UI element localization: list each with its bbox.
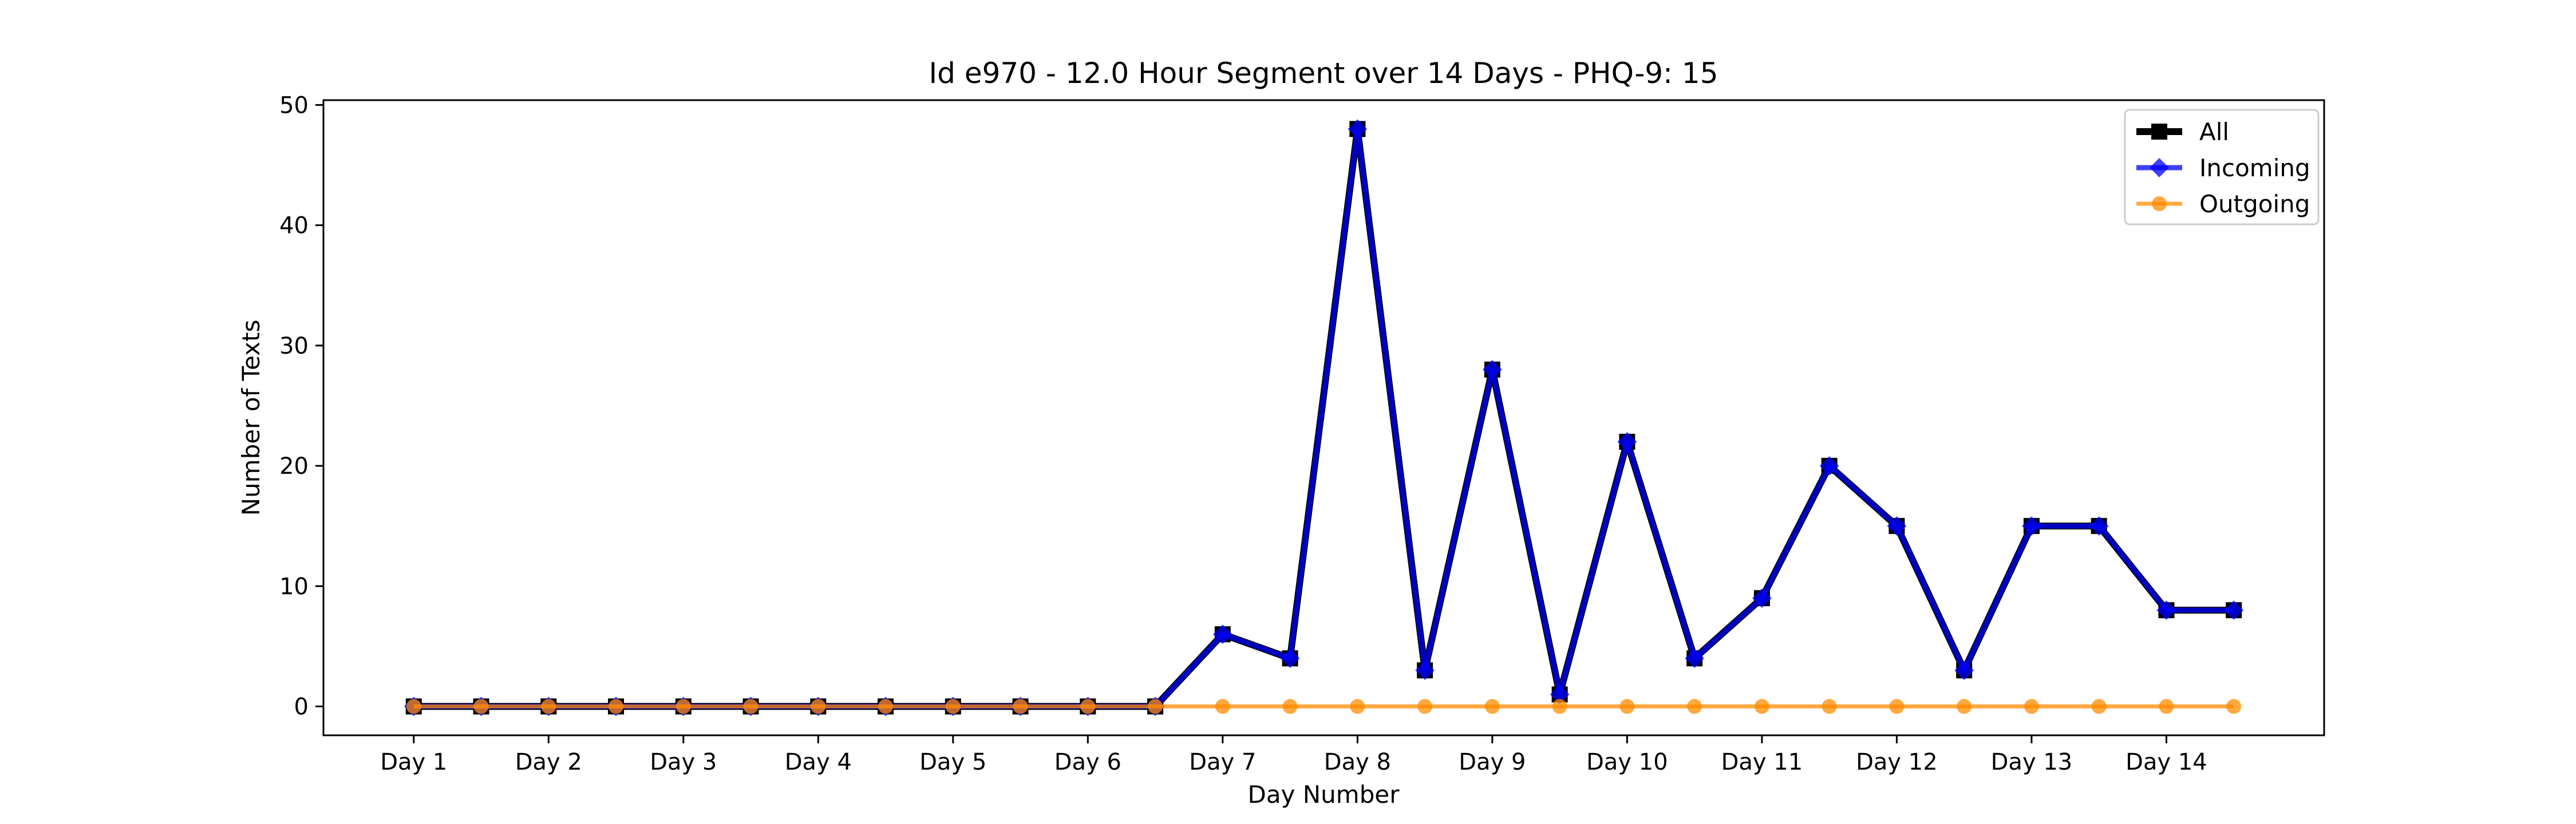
- data-point: [609, 699, 624, 714]
- data-point: [2022, 516, 2041, 536]
- data-point: [1889, 699, 1905, 714]
- y-tick-label: 30: [279, 333, 309, 359]
- data-point: [1954, 660, 1974, 680]
- y-tick-label: 50: [279, 92, 309, 118]
- data-point: [2226, 699, 2242, 714]
- x-tick-label: Day 3: [650, 749, 717, 775]
- x-tick-label: Day 4: [785, 749, 852, 775]
- data-point: [1080, 699, 1096, 714]
- data-point: [2159, 699, 2174, 714]
- data-point: [1013, 699, 1028, 714]
- legend-item-outgoing: Outgoing: [2136, 190, 2310, 218]
- data-point: [1215, 699, 1230, 714]
- x-tick-label: Day 7: [1189, 749, 1256, 775]
- data-point: [1484, 699, 1500, 714]
- x-tick-label: Day 6: [1054, 749, 1121, 775]
- data-point: [675, 699, 691, 714]
- x-tick-label: Day 8: [1324, 749, 1391, 775]
- data-point: [1822, 699, 1837, 714]
- legend-item-all: All: [2136, 118, 2229, 146]
- data-point: [2089, 516, 2109, 536]
- data-point: [406, 699, 421, 714]
- data-point: [1415, 660, 1435, 680]
- data-point: [1280, 648, 1300, 668]
- data-point: [473, 699, 489, 714]
- x-tick-label: Day 11: [1721, 749, 1803, 775]
- data-point: [1619, 699, 1635, 714]
- data-point: [1148, 699, 1163, 714]
- legend-marker: [2150, 158, 2169, 177]
- x-tick-label: Day 14: [2125, 749, 2207, 775]
- data-point: [878, 699, 894, 714]
- x-tick-label: Day 13: [1991, 749, 2073, 775]
- x-tick-label: Day 10: [1586, 749, 1668, 775]
- y-tick-label: 10: [279, 573, 309, 600]
- x-tick-label: Day 9: [1459, 749, 1526, 775]
- data-point: [1617, 432, 1637, 451]
- y-tick-label: 40: [279, 213, 309, 239]
- legend-marker: [2152, 196, 2167, 211]
- chart-title: Id e970 - 12.0 Hour Segment over 14 Days…: [929, 57, 1718, 90]
- x-axis-label: Day Number: [1247, 781, 1400, 809]
- axes: Day 1 Day 2 Day 3 Day 4 Day 5 Day 6 Day 7 Day 8…: [279, 92, 2207, 775]
- data-point: [2156, 600, 2176, 620]
- y-axis-label: Number of Texts: [237, 320, 265, 516]
- data-point: [1212, 624, 1232, 644]
- data-point: [541, 699, 556, 714]
- data-point: [1887, 516, 1907, 536]
- series-outgoing: [406, 699, 2242, 714]
- x-tick-label: Day 5: [919, 749, 986, 775]
- data-point: [945, 699, 961, 714]
- data-point: [2224, 600, 2244, 620]
- data-point: [811, 699, 826, 714]
- x-tick-label: Day 1: [380, 749, 447, 775]
- legend-marker: [2151, 124, 2167, 140]
- plot-frame: [322, 99, 2325, 736]
- data-point: [1752, 588, 1772, 608]
- y-tick-label: 0: [294, 694, 309, 720]
- data-point: [1348, 119, 1368, 139]
- legend-item-incoming: Incoming: [2136, 154, 2310, 182]
- data-point: [1552, 699, 1567, 714]
- legend-label: Outgoing: [2199, 190, 2310, 218]
- data-point: [1550, 684, 1570, 704]
- legend-label: All: [2199, 118, 2229, 146]
- x-tick-label: Day 2: [515, 749, 582, 775]
- x-tick-label: Day 12: [1856, 749, 1938, 775]
- data-point: [1482, 360, 1502, 379]
- legend: All Incoming Outgoing: [2124, 109, 2320, 225]
- data-point: [1754, 699, 1769, 714]
- data-point: [1685, 648, 1705, 668]
- data-point: [1350, 699, 1365, 714]
- data-point: [2091, 699, 2107, 714]
- data-point: [2024, 699, 2039, 714]
- data-point: [1282, 699, 1298, 714]
- data-point: [1417, 699, 1433, 714]
- data-point: [743, 699, 758, 714]
- data-point: [1819, 456, 1839, 476]
- legend-box: [2124, 109, 2320, 225]
- plot-area: [404, 119, 2244, 716]
- y-tick-label: 20: [279, 453, 309, 480]
- legend-label: Incoming: [2199, 154, 2310, 182]
- data-point: [1957, 699, 1972, 714]
- data-point: [1687, 699, 1702, 714]
